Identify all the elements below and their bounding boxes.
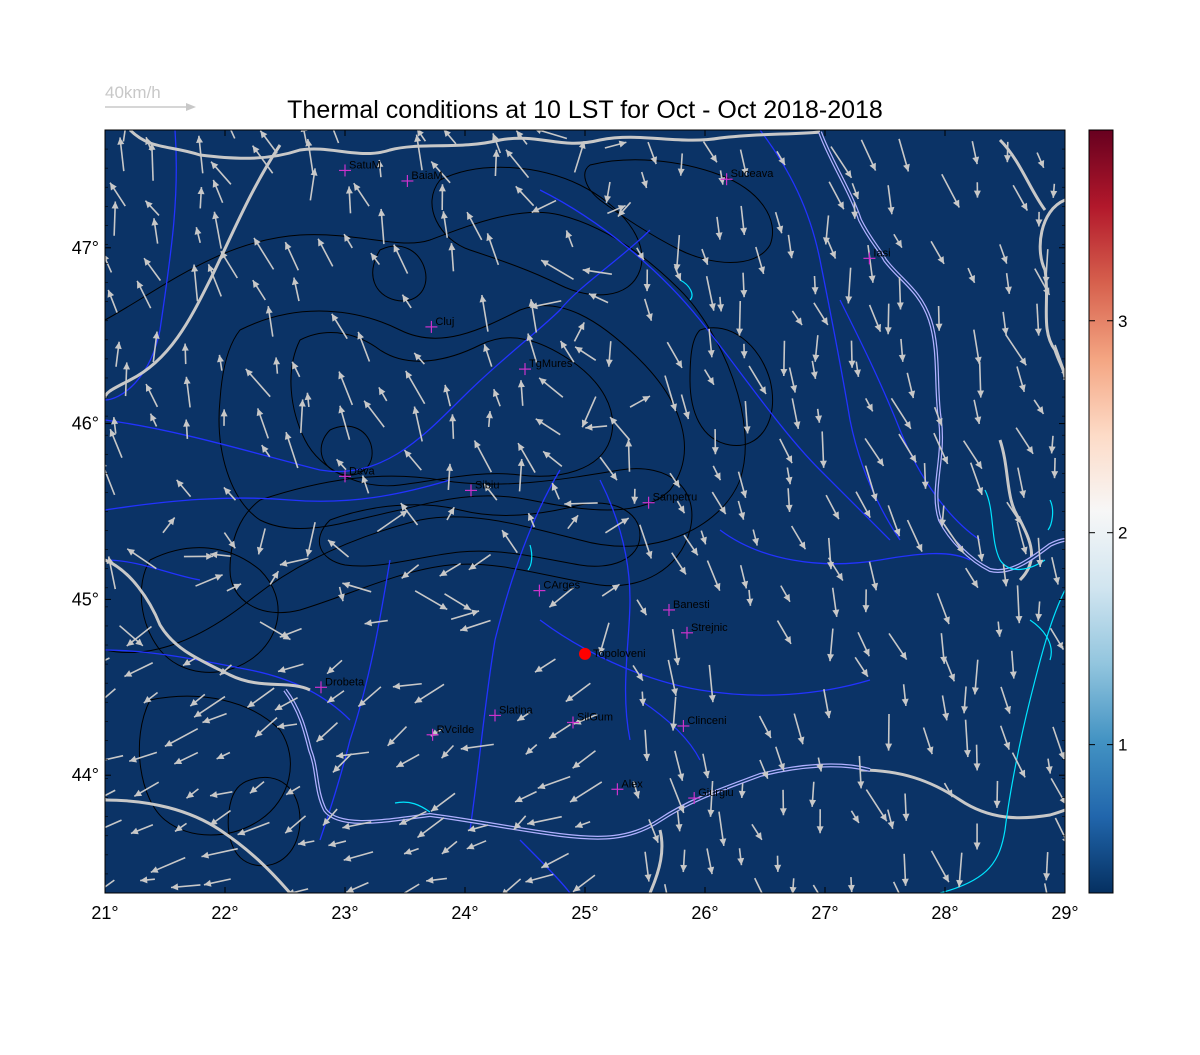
x-tick-label: 27° [811, 903, 838, 923]
city-label: Cluj [435, 316, 454, 328]
city-label: Clinceni [687, 715, 726, 727]
colorbar-tick-label: 1 [1118, 736, 1127, 755]
y-tick-label: 47° [72, 238, 99, 258]
x-tick-label: 23° [331, 903, 358, 923]
x-tick-label: 22° [211, 903, 238, 923]
colorbar-gradient [1089, 130, 1113, 893]
city-label: Slatina [499, 704, 534, 716]
city-label: Sibiu [475, 479, 499, 491]
city-label: Giurgiu [698, 787, 733, 799]
map-title: Thermal conditions at 10 LST for Oct - O… [287, 96, 883, 124]
city-label: SatuM [349, 159, 381, 171]
colorbar-tick-label: 2 [1118, 524, 1127, 543]
wind-scale-legend: 40km/h [105, 83, 196, 111]
x-tick-label: 24° [451, 903, 478, 923]
city-label: SilGum [577, 711, 613, 723]
colorbar: 1 2 3 [1089, 130, 1127, 893]
wind-scale-label: 40km/h [105, 83, 161, 102]
colorbar-tick-label: 3 [1118, 312, 1127, 331]
city-label: Strejnic [691, 622, 728, 634]
y-tick-label: 44° [72, 765, 99, 785]
city-label: Suceava [731, 168, 775, 180]
x-tick-label: 28° [931, 903, 958, 923]
city-label: RVcilde [437, 724, 475, 736]
city-label: Sanpetru [653, 492, 698, 504]
city-label: Deva [349, 465, 376, 477]
y-tick-label: 46° [72, 414, 99, 434]
x-tick-label: 26° [691, 903, 718, 923]
x-tick-label: 29° [1051, 903, 1078, 923]
city-label: Iasi [873, 247, 890, 259]
city-label: CArges [543, 580, 580, 592]
city-label: Banesti [673, 599, 710, 611]
highlight-location: Topoloveni [579, 648, 646, 660]
highlight-dot-icon [579, 648, 591, 660]
city-label: BaiaM [411, 170, 442, 182]
x-tick-label: 21° [91, 903, 118, 923]
wind-scale-arrowhead [186, 103, 196, 111]
city-label: Alex [621, 778, 643, 790]
x-tick-label: 25° [571, 903, 598, 923]
city-label: Drobeta [325, 676, 365, 688]
y-tick-label: 45° [72, 589, 99, 609]
city-label: TgMures [529, 358, 573, 370]
highlight-label: Topoloveni [593, 648, 646, 660]
